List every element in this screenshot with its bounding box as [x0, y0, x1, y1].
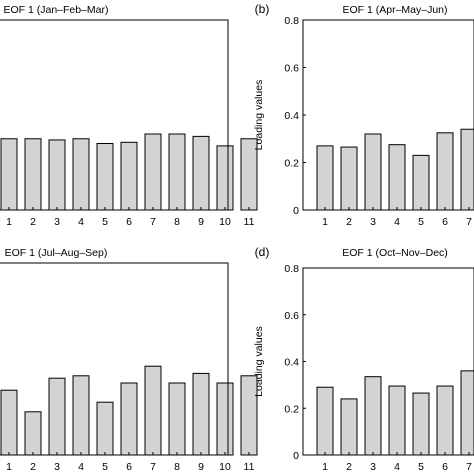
x-tick-label: 2 — [346, 461, 352, 473]
bar-7 — [144, 133, 162, 211]
panel-3: 1 2 3 4 5 6 7 8 9 10 11 EOF 1 (Jul–Aug–Sep) — [0, 247, 258, 473]
bar-4 — [388, 385, 406, 456]
x-tick-label: 8 — [174, 461, 180, 473]
bar-5 — [96, 143, 114, 211]
bar-2 — [24, 138, 42, 211]
bar-8 — [168, 382, 186, 456]
y-tick-label: 0.6 — [284, 63, 299, 75]
x-tick-label: 6 — [442, 461, 448, 473]
x-tick-label: 3 — [370, 216, 376, 228]
y-tick-label: 0.4 — [284, 357, 299, 369]
x-tick-label: 7 — [466, 216, 472, 228]
bar-1 — [0, 389, 18, 456]
bar-3 — [48, 139, 66, 211]
bar-7 — [460, 370, 474, 456]
bar-6 — [436, 132, 454, 211]
x-tick-label: 7 — [466, 461, 472, 473]
bar-3 — [364, 133, 382, 211]
x-tick-label: 1 — [322, 461, 328, 473]
y-axis-label: Loading values — [253, 326, 265, 397]
x-tick-label: 7 — [150, 461, 156, 473]
x-tick-label: 7 — [150, 216, 156, 228]
bar-9 — [192, 135, 210, 211]
bar-4 — [72, 375, 90, 456]
x-tick-label: 3 — [54, 461, 60, 473]
bar-4 — [72, 138, 90, 211]
x-tick-label: 6 — [126, 461, 132, 473]
y-tick-label: 0.2 — [284, 403, 299, 415]
bar-10 — [216, 382, 234, 456]
bar-5 — [412, 392, 430, 456]
x-tick-label: 2 — [30, 461, 36, 473]
y-tick-label: 0.6 — [284, 310, 299, 322]
x-tick-label: 9 — [198, 216, 204, 228]
x-tick-label: 4 — [394, 216, 400, 228]
x-tick-label: 4 — [78, 461, 84, 473]
y-tick-label: 0.2 — [284, 158, 299, 170]
bar-2 — [340, 146, 358, 211]
x-tick-label: 1 — [6, 216, 12, 228]
chart-title: EOF 1 (Oct–Nov–Dec) — [342, 247, 448, 259]
y-tick-label: 0.4 — [284, 110, 299, 122]
bar-7 — [144, 365, 162, 456]
bar-4 — [388, 144, 406, 211]
bar-6 — [120, 141, 138, 211]
panel-label: (b) — [255, 2, 270, 16]
bar-3 — [364, 376, 382, 456]
bar-2 — [340, 398, 358, 456]
axes-frame — [0, 262, 229, 456]
x-tick-label: 1 — [322, 216, 328, 228]
y-tick-label: 0.8 — [284, 263, 299, 275]
y-axis-label: Loading values — [253, 80, 265, 151]
y-tick-label: 0.8 — [284, 15, 299, 27]
bar-1 — [316, 386, 334, 456]
bar-1 — [0, 138, 18, 211]
x-tick-label: 6 — [126, 216, 132, 228]
panel-label: (d) — [255, 245, 270, 259]
bar-5 — [96, 401, 114, 456]
x-tick-label: 6 — [442, 216, 448, 228]
x-tick-label: 5 — [418, 216, 424, 228]
x-tick-label: 4 — [394, 461, 400, 473]
y-tick-label: 0 — [293, 205, 299, 217]
panel-1: 1 2 3 4 5 6 7 8 9 10 11 EOF 1 (Jan–Feb–Mar) — [0, 4, 258, 228]
x-tick-label: 11 — [244, 461, 255, 473]
x-tick-label: 11 — [244, 216, 255, 228]
x-tick-label: 10 — [219, 461, 231, 473]
x-tick-label: 10 — [219, 216, 231, 228]
bar-6 — [120, 382, 138, 456]
x-tick-label: 5 — [102, 461, 108, 473]
chart-title: EOF 1 (Jul–Aug–Sep) — [5, 247, 108, 259]
bar-1 — [316, 145, 334, 211]
bar-8 — [168, 133, 186, 211]
axes-frame — [0, 19, 229, 211]
x-tick-label: 5 — [418, 461, 424, 473]
x-tick-label: 3 — [370, 461, 376, 473]
x-tick-label: 5 — [102, 216, 108, 228]
x-tick-label: 4 — [78, 216, 84, 228]
x-tick-label: 3 — [54, 216, 60, 228]
bar-9 — [192, 372, 210, 456]
bar-7 — [460, 128, 474, 211]
chart-title: EOF 1 (Jan–Feb–Mar) — [3, 4, 108, 16]
bar-3 — [48, 377, 66, 456]
x-tick-label: 2 — [30, 216, 36, 228]
x-tick-label: 1 — [6, 461, 12, 473]
bar-6 — [436, 385, 454, 456]
chart-title: EOF 1 (Apr–May–Jun) — [342, 4, 447, 16]
x-tick-label: 2 — [346, 216, 352, 228]
bar-5 — [412, 154, 430, 211]
y-tick-label: 0 — [293, 450, 299, 462]
bar-2 — [24, 411, 42, 456]
x-tick-label: 8 — [174, 216, 180, 228]
bar-10 — [216, 145, 234, 211]
x-tick-label: 9 — [198, 461, 204, 473]
